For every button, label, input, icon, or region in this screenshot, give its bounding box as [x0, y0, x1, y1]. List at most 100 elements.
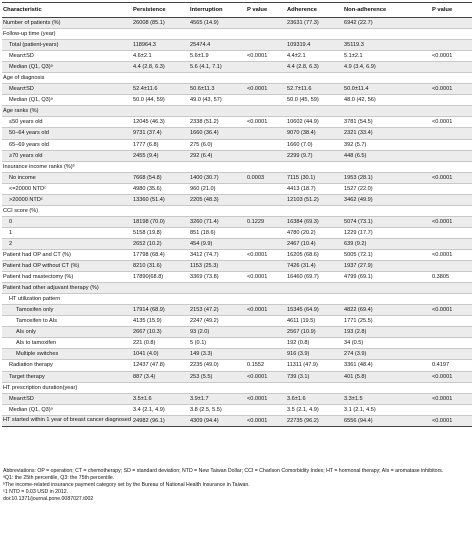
table-cell: 25474.4	[190, 42, 211, 49]
table-cell: 4.6±2.1	[133, 53, 152, 60]
table-cell: 3.8 (2.5, 5.5)	[190, 406, 222, 413]
table-cell	[431, 161, 472, 172]
table-row: Multiple switches 1041 (4.0) 149 (3.3) 916 …	[2, 348, 472, 360]
table-cell: 7426 (31.4)	[287, 263, 316, 270]
table-cell: 23631 (77.3)	[287, 20, 319, 26]
row-label: Median (Q1, Q3)ᵃ	[9, 64, 53, 71]
table-cell	[431, 95, 472, 106]
table-cell	[431, 150, 472, 161]
table-cell: 5005 (72.1)	[344, 251, 373, 258]
table-cell: 50.0±11.4	[344, 86, 369, 93]
table-cell: 2338 (51.2)	[190, 119, 219, 126]
table-row: Age of diagnosis	[2, 73, 472, 84]
table-cell: 16205 (68.6)	[287, 251, 319, 258]
table-cell: 7115 (30.1)	[287, 174, 316, 181]
table-cell	[431, 338, 472, 349]
table-row: Number of patients (%) 26008 (85.1) 4565 (…	[2, 17, 472, 29]
table-cell	[246, 227, 286, 238]
table-cell: 275 (6.0)	[190, 141, 213, 148]
table-row: >20000 NTDᶜ 13360 (51.4) 2205 (48.3) 12103 …	[2, 194, 472, 206]
table-cell	[189, 29, 246, 40]
table-cell	[246, 29, 286, 40]
table-cell: 3369 (73.8)	[190, 274, 219, 281]
table-cell: 4.9 (3.4, 6.9)	[344, 64, 376, 71]
table-cell	[431, 194, 472, 205]
table-row: Follow-up time (year)	[2, 29, 472, 40]
table-cell	[343, 283, 431, 294]
row-label: Radiation therapy	[9, 362, 53, 369]
table-cell	[246, 261, 286, 272]
table-cell: 8210 (31.6)	[133, 263, 162, 270]
table-cell	[189, 73, 246, 84]
table-cell: 109319.4	[287, 42, 311, 49]
table-cell: 15345 (64.9)	[287, 307, 319, 314]
table-cell: 3.6±1.6	[287, 395, 306, 402]
table-row: Mean±SD 52.4±11.6 50.6±11.3 <0.0001 52.7±11.…	[2, 83, 472, 95]
table-row: Total (patient-years) 118964.3 25474.4 1093…	[2, 39, 472, 51]
table-cell: 3260 (71.4)	[190, 218, 219, 225]
table-cell	[189, 205, 246, 216]
table-cell: 2321 (33.4)	[344, 130, 373, 137]
table-cell: 193 (2.8)	[344, 329, 367, 336]
table-cell: <0.0001	[247, 373, 268, 380]
table-cell	[286, 294, 343, 305]
row-label: Patient had OP without CT (%)	[3, 263, 80, 270]
table-cell: 17914 (68.9)	[133, 307, 165, 314]
table-cell: 4309 (94.4)	[190, 417, 219, 424]
table-row: ≤50 years old 12045 (46.3) 2338 (51.2) <0.0…	[2, 117, 472, 128]
table-cell: <0.0001	[247, 119, 268, 126]
table-cell: 52.4±11.6	[133, 86, 158, 93]
table-cell: 1660 (7.0)	[287, 141, 313, 148]
table-row: Patient had other adjuvant therapy (%)	[2, 282, 472, 294]
table-cell	[189, 294, 246, 305]
row-label: Number of patients (%)	[3, 20, 61, 26]
table-cell: 9731 (37.4)	[133, 130, 162, 137]
table-cell	[431, 40, 472, 51]
table-cell	[431, 316, 472, 327]
table-cell	[343, 29, 431, 40]
row-label: HT utilization pattern	[9, 296, 61, 303]
header-interruption: Interruption	[189, 2, 246, 18]
table-cell: 960 (21.0)	[190, 185, 216, 192]
table-cell: 454 (9.9)	[190, 240, 213, 247]
footnote-c: ᶜ1 NTD = 0.03 USD in 2012.	[3, 488, 69, 495]
table-cell: 916 (3.9)	[287, 351, 310, 358]
table-row: Tamoxifen only 17914 (68.9) 2153 (47.2) <0.…	[2, 304, 472, 316]
table-cell: 34 (0.5)	[344, 340, 364, 347]
row-label: 65–69 years old	[9, 141, 49, 148]
table-cell: 1953 (28.1)	[344, 174, 373, 181]
table-row: Median (Q1, Q3)ᵃ 3.4 (2.1, 4.9) 3.8 (2.5, …	[2, 404, 472, 416]
table-cell: 448 (6.5)	[344, 152, 367, 159]
table-cell: 1527 (22.0)	[344, 185, 373, 192]
table-cell	[431, 73, 472, 84]
row-label: AIs only	[16, 329, 36, 336]
table-body: Number of patients (%) 26008 (85.1) 4565 (…	[2, 17, 472, 427]
table-cell: 3.5 (2.1, 4.9)	[287, 406, 319, 413]
table-cell	[431, 106, 472, 117]
table-cell: <0.0001	[247, 251, 268, 258]
footnote-b: ᵇThe income-related insurance payment ca…	[3, 481, 250, 488]
table-cell	[132, 205, 189, 216]
table-cell: 0.1229	[247, 218, 265, 225]
table-cell: 4611 (19.5)	[287, 318, 316, 325]
table-cell: 93 (2.0)	[190, 329, 210, 336]
table-row: Median (Q1, Q3)ᵃ 50.0 (44, 59) 49.0 (43, 5…	[2, 95, 472, 106]
table-cell: 2667 (10.3)	[133, 329, 162, 336]
table-cell: <0.0001	[432, 307, 453, 314]
row-label: HT prescription duration(year)	[3, 384, 78, 391]
row-label: 50–64 years old	[9, 130, 49, 137]
table-cell: 10602 (44.9)	[287, 119, 319, 126]
row-label: Patient had mastectomy (%)	[3, 274, 74, 281]
table-cell: <0.0001	[432, 119, 453, 126]
row-label: CCI score (%)	[3, 207, 39, 214]
table-cell: 26008 (85.1)	[133, 20, 165, 26]
footnote-doi: doi:10.1371/journal.pone.0087027.t002	[3, 495, 94, 502]
row-label: Tamoxifen only	[16, 307, 54, 314]
table-cell: <0.0001	[432, 395, 453, 402]
table-cell: 11311 (47.9)	[287, 362, 318, 369]
table-cell	[286, 382, 343, 393]
row-label: Mean±SD	[9, 86, 34, 93]
table-cell: 149 (3.3)	[190, 351, 213, 358]
table-cell: 4.4±2.1	[287, 53, 306, 60]
table-cell: 1777 (6.8)	[133, 141, 159, 148]
